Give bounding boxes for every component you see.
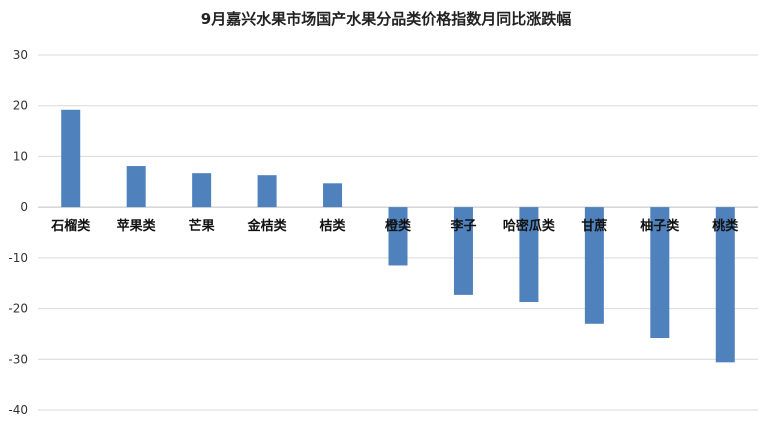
category-label: 金桔类 <box>247 218 288 234</box>
category-label: 苹果类 <box>117 218 157 234</box>
bar-6 <box>388 207 408 266</box>
category-label: 哈密瓜类 <box>503 218 556 234</box>
category-label: 李子 <box>449 218 476 234</box>
bar-8 <box>519 207 539 302</box>
category-label: 橙类 <box>385 218 412 234</box>
y-tick-label: -30 <box>8 352 28 366</box>
category-label: 桃类 <box>712 218 739 234</box>
bar-1 <box>61 109 81 208</box>
category-label: 石榴类 <box>50 218 91 234</box>
bar-2 <box>126 166 146 208</box>
bar-9 <box>584 207 604 324</box>
bar-layer <box>61 109 735 363</box>
y-tick-label: 0 <box>20 200 28 214</box>
y-tick-label: 10 <box>13 149 28 163</box>
bar-3 <box>192 173 212 208</box>
y-tick-label: -10 <box>8 251 28 265</box>
bar-4 <box>257 175 277 208</box>
category-label: 芒果 <box>189 218 215 234</box>
bar-5 <box>323 183 343 208</box>
bar-10 <box>650 207 670 338</box>
label-layer: 石榴类 苹果类 芒果 金桔类 桔类 橙类 李子 哈密瓜类 甘蔗 柚子类 桃类 <box>50 218 739 234</box>
y-tick-label: 20 <box>13 99 28 113</box>
y-tick-label: -20 <box>8 302 28 316</box>
category-label: 桔类 <box>320 218 347 234</box>
y-tick-label: -40 <box>8 403 28 417</box>
chart-title: 9月嘉兴水果市场国产水果分品类价格指数月同比涨跌幅 <box>200 10 572 28</box>
category-label: 甘蔗 <box>581 218 607 234</box>
bar-7 <box>453 207 473 295</box>
axis-layer: 30 20 10 0 -10 -20 -30 -40 <box>8 48 28 417</box>
category-label: 柚子类 <box>640 218 680 234</box>
bar-11 <box>715 207 735 363</box>
y-tick-label: 30 <box>13 48 28 62</box>
